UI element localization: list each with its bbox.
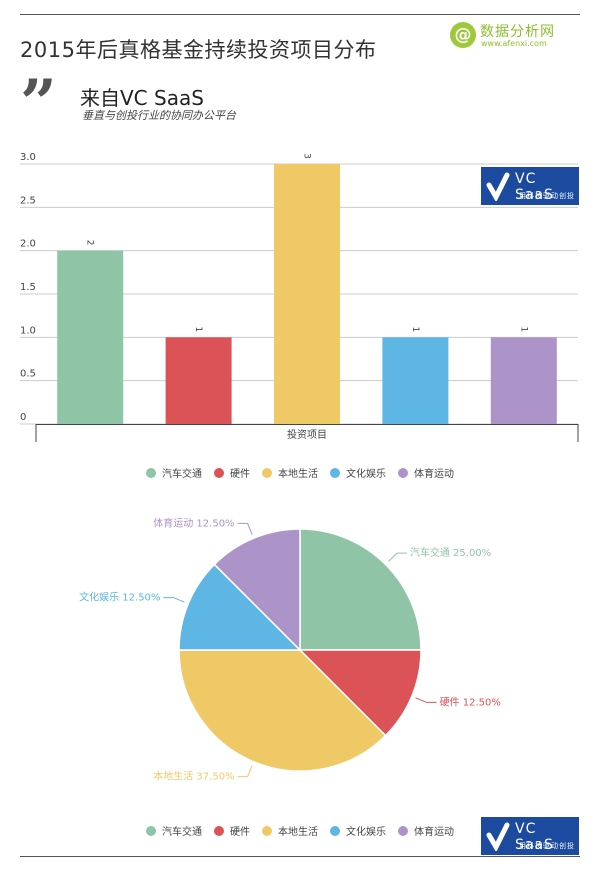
x-axis-label: 投资项目 (287, 428, 327, 441)
pie-slice-汽车交通[interactable] (299, 528, 422, 651)
bar-本地生活[interactable] (274, 164, 340, 424)
legend-dot-icon (146, 826, 156, 836)
source-title: 来自VC SaaS (80, 86, 204, 110)
pie-slice-本地生活[interactable] (178, 649, 387, 772)
bar-data-label: 1 (410, 326, 420, 332)
legend-label: 体育运动 (414, 469, 454, 480)
bar-chart: 0 0.5 1.0 1.5 2.0 2.5 3.0 2 1 3 1 1 投资项目 (20, 152, 579, 442)
vc-saas-logo-bottom: VC SaaS 用科技驱动创投 (481, 817, 579, 855)
brand-url: www.afenxi.com (481, 39, 547, 48)
pie-slice-label: 文化娱乐 12.50% (79, 591, 160, 604)
pie-chart: 汽车交通 25.00% 硬件 12.50% 本地生活 37.50% 文化娱乐 12.5… (79, 516, 501, 783)
y-tick-label: 0 (20, 412, 26, 423)
legend-label: 本地生活 (278, 469, 318, 480)
pie-label-line (237, 522, 253, 535)
legend-dot-icon (262, 826, 272, 836)
y-tick-label: 1.5 (20, 282, 36, 293)
vc-logo-tagline: 用科技驱动创投 (519, 192, 575, 200)
at-icon: @ (450, 22, 476, 48)
bar-data-label: 3 (302, 153, 312, 159)
pie-slice-label: 汽车交通 25.00% (410, 546, 491, 559)
bar-data-label: 1 (193, 326, 203, 332)
bar-data-label: 2 (85, 240, 95, 246)
legend-label: 汽车交通 (162, 469, 202, 480)
legend-dot-icon (330, 468, 340, 478)
bar-data-label: 1 (518, 326, 528, 332)
pie-label-line (388, 552, 407, 562)
legend-dot-icon (214, 468, 224, 478)
legend-dot-icon (398, 468, 408, 478)
legend-item[interactable]: 硬件 (214, 823, 250, 838)
legend-label: 体育运动 (414, 827, 454, 838)
legend-item[interactable]: 体育运动 (398, 823, 454, 838)
legend-item[interactable]: 汽车交通 (146, 465, 202, 480)
y-tick-label: 0.5 (20, 369, 36, 380)
source-subtitle: 垂直与创投行业的协同办公平台 (82, 109, 236, 122)
legend-item[interactable]: 硬件 (214, 465, 250, 480)
pie-slice-体育运动[interactable] (213, 528, 301, 652)
legend-dot-icon (330, 826, 340, 836)
vc-check-icon (486, 172, 510, 201)
top-rule (20, 14, 580, 15)
legend-dot-icon (398, 826, 408, 836)
quote-icon: ” (20, 66, 57, 141)
vc-logo-name: VC SaaS (515, 171, 554, 203)
legend-item[interactable]: 体育运动 (398, 465, 454, 480)
bar-硬件[interactable] (165, 337, 232, 424)
pie-label-line (415, 697, 437, 703)
vc-logo-tagline: 用科技驱动创投 (519, 842, 575, 850)
legend-label: 汽车交通 (162, 827, 202, 838)
legend-label: 文化娱乐 (346, 827, 386, 838)
pie-label-line (163, 597, 185, 603)
y-tick-label: 2.0 (20, 239, 36, 250)
vc-check-icon (486, 822, 510, 851)
legend-dot-icon (214, 826, 224, 836)
y-tick-label: 1.0 (20, 325, 36, 336)
pie-slice-label: 硬件 12.50% (440, 696, 501, 708)
legend-dot-icon (146, 468, 156, 478)
legend-label: 本地生活 (278, 827, 318, 838)
bar-汽车交通[interactable] (57, 250, 124, 424)
pie-slice-label: 体育运动 12.50% (153, 516, 234, 529)
brand-logo[interactable]: @ 数据分析网 www.afenxi.com (450, 20, 580, 50)
pie-slice-文化娱乐[interactable] (178, 563, 302, 651)
legend-item[interactable]: 文化娱乐 (330, 465, 386, 480)
bar-chart-legend: 汽车交通 硬件 本地生活 文化娱乐 体育运动 (0, 465, 600, 480)
legend-item[interactable]: 汽车交通 (146, 823, 202, 838)
legend-dot-icon (262, 468, 272, 478)
page-title: 2015年后真格基金持续投资项目分布 (20, 38, 377, 62)
bottom-rule (20, 856, 580, 857)
pie-label-line (237, 765, 253, 778)
vc-saas-logo: VC SaaS 用科技驱动创投 (481, 167, 579, 205)
legend-label: 硬件 (230, 827, 250, 838)
legend-label: 硬件 (230, 469, 250, 480)
pie-slice-label: 本地生活 37.50% (153, 770, 234, 783)
bar-体育运动[interactable] (490, 337, 557, 424)
legend-item[interactable]: 本地生活 (262, 823, 318, 838)
pie-slice-硬件[interactable] (298, 649, 422, 737)
legend-item[interactable]: 文化娱乐 (330, 823, 386, 838)
pie-chart-legend: 汽车交通 硬件 本地生活 文化娱乐 体育运动 (0, 823, 600, 838)
y-tick-label: 2.5 (20, 195, 36, 206)
legend-item[interactable]: 本地生活 (262, 465, 318, 480)
brand-name: 数据分析网 (480, 24, 555, 40)
bar-文化娱乐[interactable] (382, 337, 449, 424)
vc-logo-name: VC SaaS (515, 821, 554, 853)
y-tick-label: 3.0 (20, 152, 36, 163)
legend-label: 文化娱乐 (346, 469, 386, 480)
